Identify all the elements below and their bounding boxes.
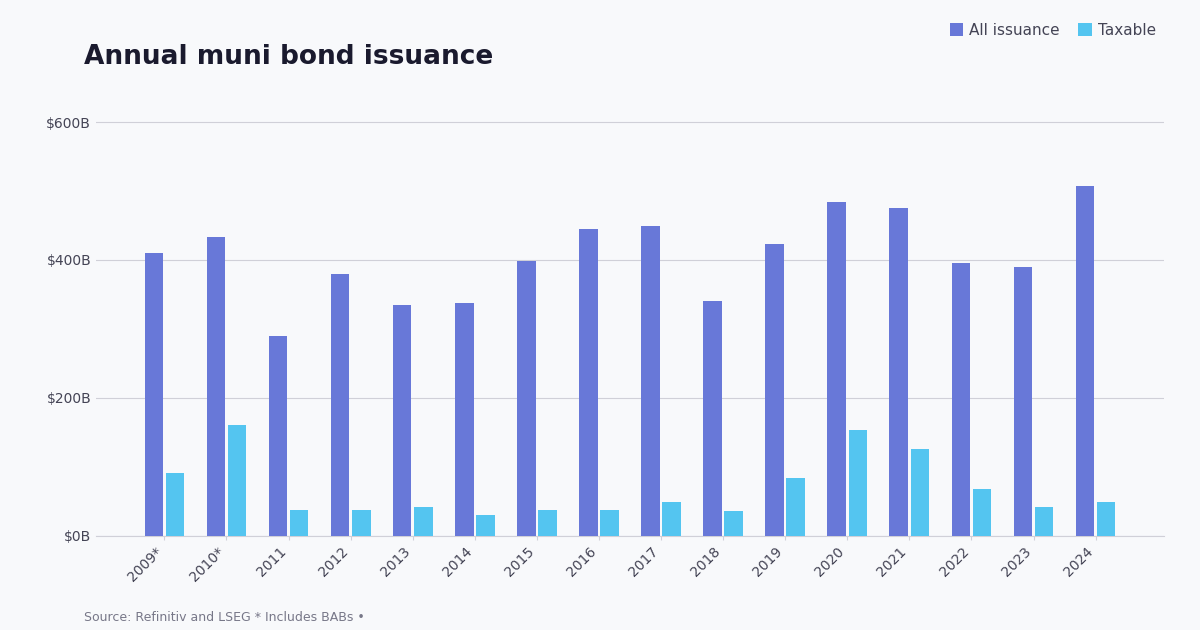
Bar [166, 474, 185, 536]
Bar [641, 226, 660, 536]
Bar [662, 503, 680, 536]
Bar [911, 449, 929, 536]
Bar [600, 510, 619, 536]
Legend: All issuance, Taxable: All issuance, Taxable [949, 23, 1157, 38]
Bar [228, 425, 246, 536]
Bar [1075, 186, 1094, 536]
Bar [952, 263, 970, 536]
Bar [352, 510, 371, 536]
Bar [269, 336, 287, 536]
Bar [889, 208, 908, 536]
Bar [517, 261, 535, 536]
Bar [703, 301, 722, 536]
Bar [766, 244, 784, 536]
Bar [828, 202, 846, 536]
Bar [414, 507, 432, 536]
Bar [973, 490, 991, 536]
Bar [1097, 503, 1116, 536]
Bar [786, 478, 805, 536]
Bar [580, 229, 598, 536]
Text: Source: Refinitiv and LSEG * Includes BABs •: Source: Refinitiv and LSEG * Includes BA… [84, 610, 365, 624]
Bar [848, 430, 868, 536]
Bar [144, 253, 163, 536]
Text: Annual muni bond issuance: Annual muni bond issuance [84, 44, 493, 70]
Bar [206, 237, 226, 536]
Bar [290, 510, 308, 536]
Bar [455, 302, 474, 536]
Bar [476, 515, 494, 535]
Bar [725, 512, 743, 536]
Bar [1034, 507, 1054, 536]
Bar [538, 510, 557, 536]
Bar [1014, 266, 1032, 536]
Bar [331, 274, 349, 536]
Bar [392, 305, 412, 536]
